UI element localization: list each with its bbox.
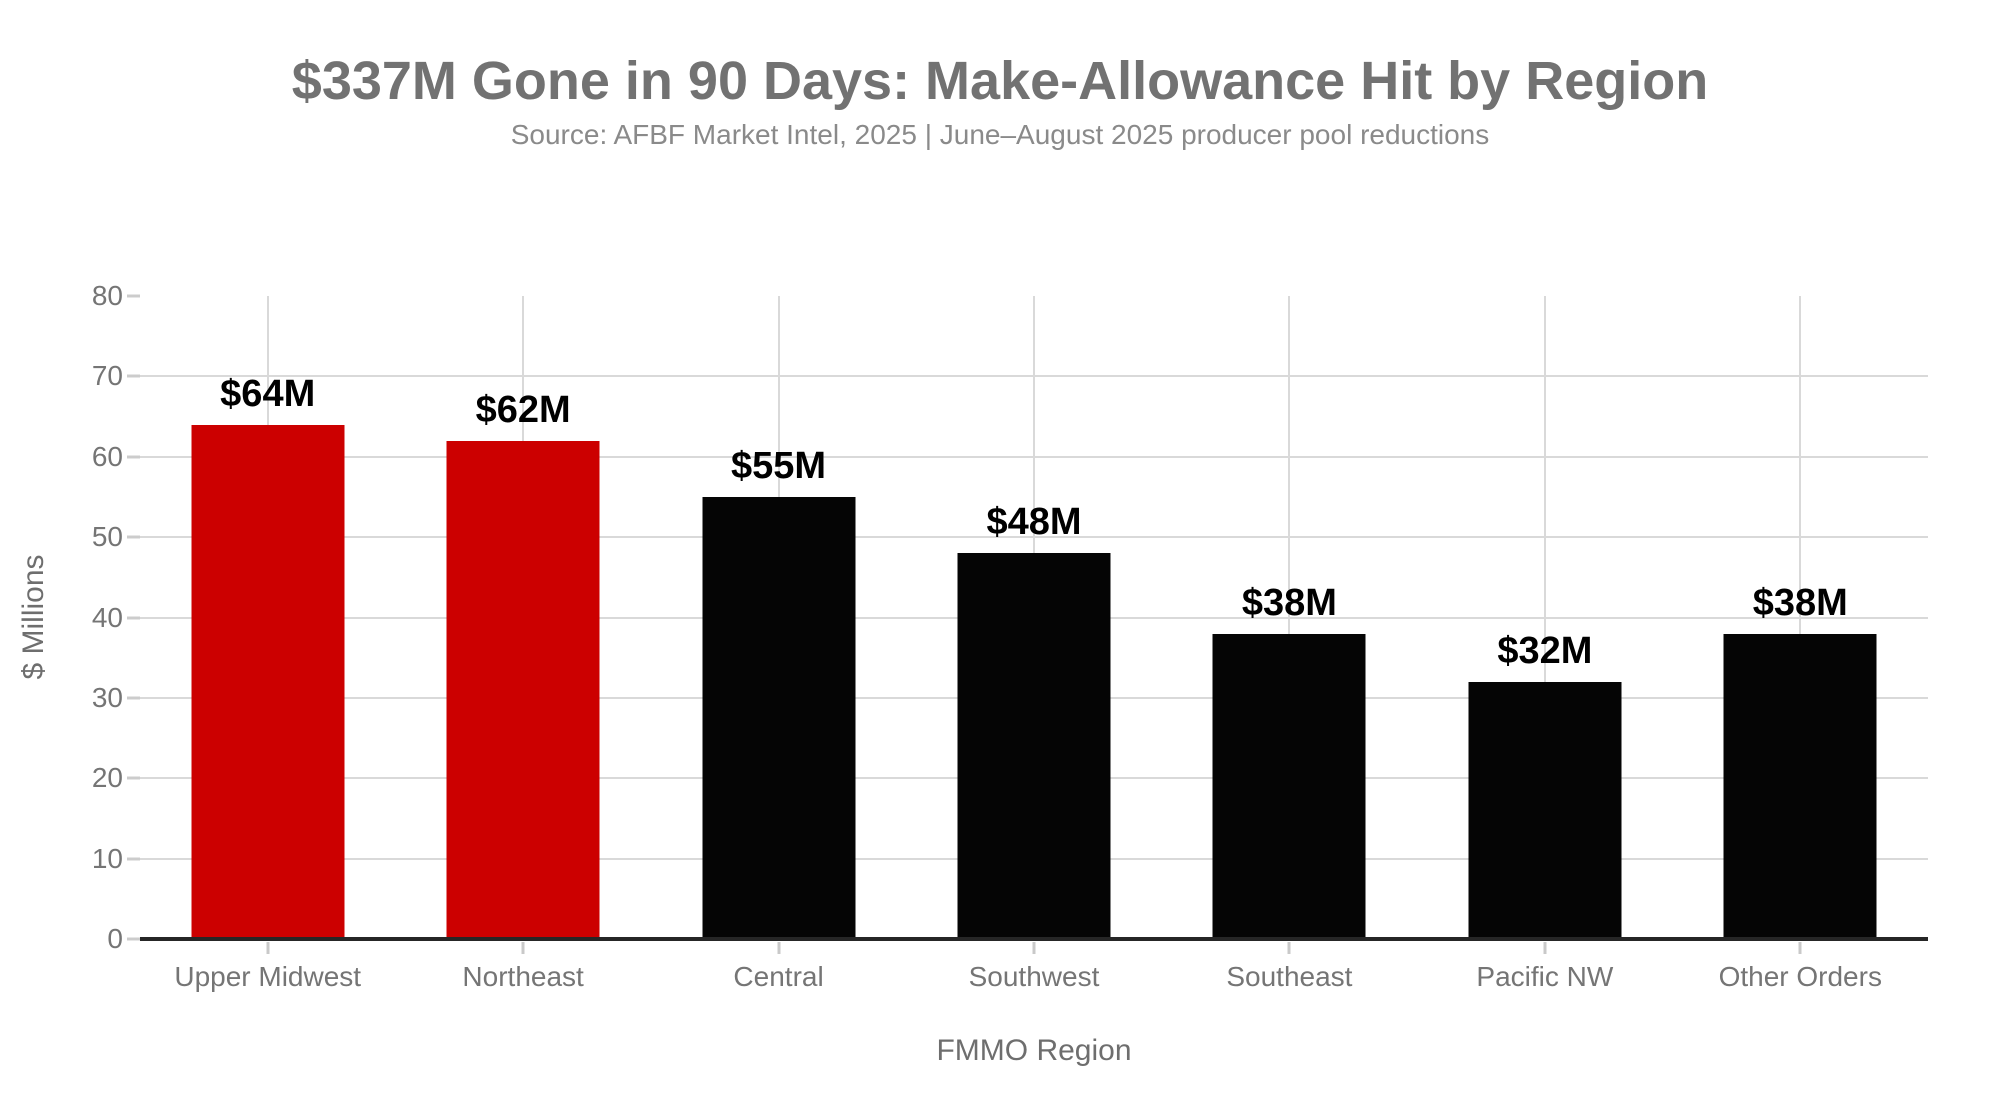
bar-column: $62M Northeast	[395, 296, 650, 992]
y-tick-mark	[127, 696, 140, 700]
y-tick-label: 0	[107, 923, 123, 954]
x-tick-mark	[1287, 942, 1291, 954]
bar-value-label: $55M	[731, 444, 827, 487]
y-tick-mark	[127, 857, 140, 861]
x-tick-mark	[1798, 942, 1802, 954]
v-gridline	[1543, 296, 1546, 939]
y-tick-label: 10	[91, 842, 123, 874]
category-label: Pacific NW	[1476, 961, 1614, 992]
x-axis-title: FMMO Region	[936, 1034, 1132, 1067]
y-tick-label: 30	[91, 681, 123, 713]
v-gridline	[1288, 296, 1291, 939]
y-tick-label: 40	[91, 601, 123, 633]
plot-area: $64M Upper Midwest $62M Northeast $55M Centra…	[140, 296, 1928, 992]
bar-northeast	[446, 440, 600, 939]
bar-column: $55M Central	[651, 296, 906, 992]
y-tick-mark	[127, 937, 140, 941]
bar-upper-midwest	[191, 424, 345, 939]
y-tick-label: 80	[91, 280, 123, 311]
bar-other-orders	[1723, 633, 1877, 939]
bar-southwest	[957, 553, 1111, 939]
bar-value-label: $32M	[1497, 629, 1593, 672]
bar-value-label: $38M	[1752, 581, 1848, 624]
bar-value-label: $62M	[475, 388, 571, 431]
bar-value-label: $38M	[1241, 581, 1337, 624]
category-label: Northeast	[462, 961, 584, 992]
bar-column: $48M Southwest	[906, 296, 1161, 992]
x-axis-line	[140, 937, 1928, 941]
y-tick-label: 60	[91, 440, 123, 472]
category-label: Upper Midwest	[174, 961, 362, 992]
y-tick-label: 50	[91, 521, 123, 553]
bar-column: $64M Upper Midwest	[140, 296, 395, 992]
y-tick-mark	[127, 455, 140, 459]
v-gridline	[1799, 296, 1802, 939]
bar-value-label: $48M	[986, 501, 1082, 544]
category-label: Southwest	[968, 961, 1100, 992]
y-tick-mark	[127, 776, 140, 780]
y-tick-mark	[127, 294, 140, 298]
bar-column: $38M Southeast	[1162, 296, 1417, 992]
y-axis: 0 10 20 30 40 50 60 70 80	[0, 282, 140, 953]
bar-column: $32M Pacific NW	[1417, 296, 1672, 992]
y-tick-label: 20	[91, 762, 123, 794]
y-tick-mark	[127, 374, 140, 378]
bar-column: $38M Other Orders	[1673, 296, 1928, 992]
bar-pacific-nw	[1468, 681, 1622, 939]
x-tick-mark	[521, 942, 525, 954]
x-tick-mark	[1543, 942, 1547, 954]
x-tick-mark	[1032, 942, 1036, 954]
x-tick-mark	[266, 942, 270, 954]
bar-central	[702, 496, 856, 939]
chart-title: $337M Gone in 90 Days: Make-Allowance Hi…	[291, 51, 1709, 111]
y-tick-mark	[127, 535, 140, 539]
bar-southeast	[1212, 633, 1366, 939]
chart-subtitle: Source: AFBF Market Intel, 2025 | June–A…	[510, 119, 1490, 150]
y-tick-label: 70	[91, 360, 123, 392]
category-label: Other Orders	[1718, 961, 1882, 992]
bar-value-label: $64M	[220, 372, 316, 415]
x-tick-mark	[777, 942, 781, 954]
category-label: Central	[733, 961, 824, 992]
y-tick-mark	[127, 616, 140, 619]
category-label: Southeast	[1226, 961, 1353, 992]
